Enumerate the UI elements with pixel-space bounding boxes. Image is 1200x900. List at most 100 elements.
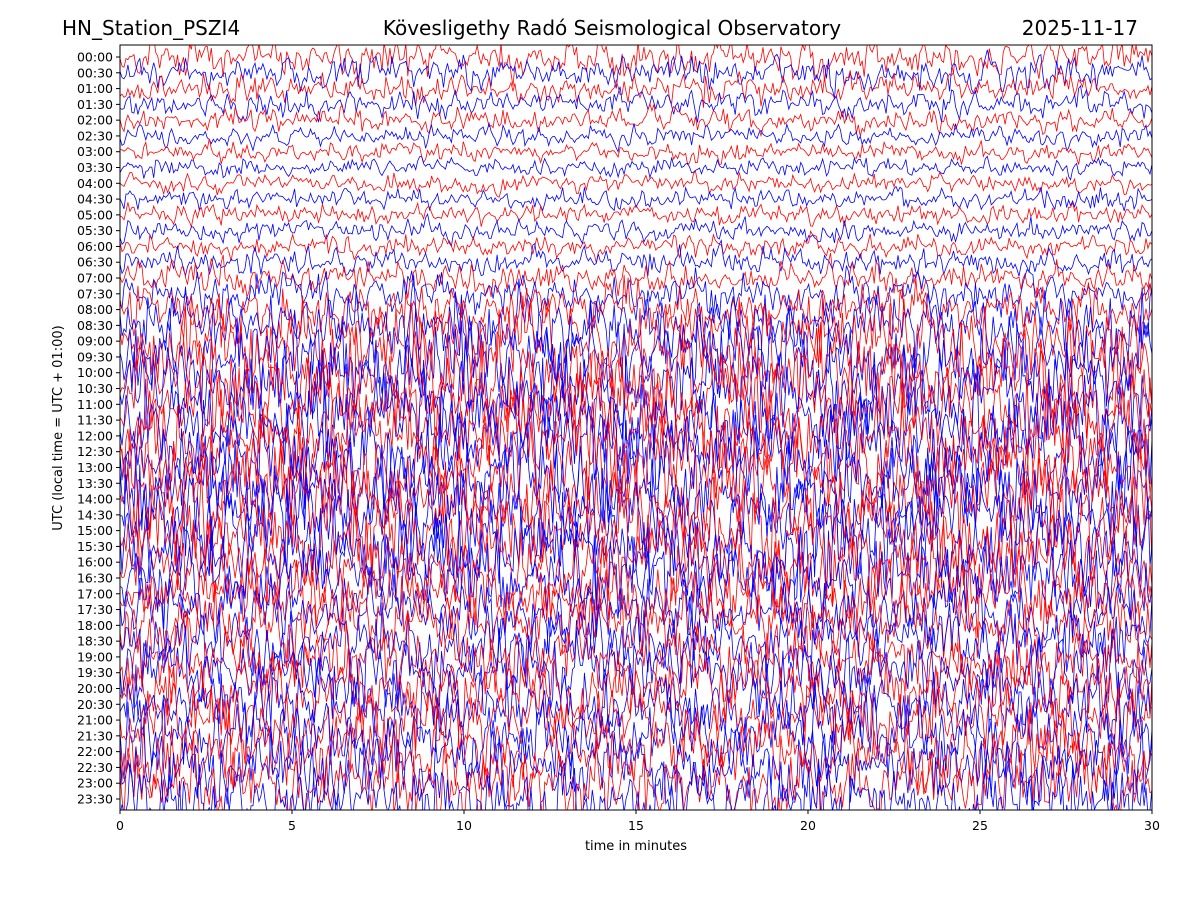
- x-tick-label: 10: [456, 818, 472, 833]
- trace-line: [120, 454, 1152, 589]
- y-tick-label: 13:30: [77, 476, 113, 491]
- x-tick-label: 15: [628, 818, 644, 833]
- y-tick-label: 19:30: [77, 665, 113, 680]
- y-tick-label: 20:30: [77, 697, 113, 712]
- trace-line: [120, 102, 1152, 138]
- y-tick-label: 22:30: [77, 760, 113, 775]
- y-tick-label: 19:00: [77, 649, 113, 664]
- y-tick-label: 15:30: [77, 539, 113, 554]
- y-tick-label: 14:30: [77, 507, 113, 522]
- y-axis-label: UTC (local time = UTC + 01:00): [51, 325, 66, 530]
- y-axis: 00:0000:3001:0001:3002:0002:3003:0003:30…: [77, 50, 120, 807]
- y-tick-label: 01:30: [77, 97, 113, 112]
- trace-line: [120, 155, 1152, 181]
- trace-line: [120, 340, 1152, 466]
- y-tick-label: 11:30: [77, 413, 113, 428]
- trace-line: [120, 201, 1152, 229]
- y-tick-label: 08:00: [77, 302, 113, 317]
- y-tick-label: 23:00: [77, 776, 113, 791]
- trace-line: [120, 682, 1152, 787]
- y-tick-label: 17:30: [77, 602, 113, 617]
- y-tick-label: 04:30: [77, 192, 113, 207]
- trace-line: [120, 239, 1152, 277]
- trace-line: [120, 138, 1152, 166]
- trace-line: [120, 67, 1152, 108]
- y-tick-label: 09:30: [77, 349, 113, 364]
- x-tick-label: 0: [116, 818, 124, 833]
- y-tick-label: 07:00: [77, 271, 113, 286]
- y-tick-label: 14:00: [77, 492, 113, 507]
- trace-line: [120, 230, 1152, 263]
- trace-line: [120, 377, 1152, 498]
- trace-line: [120, 698, 1152, 807]
- y-tick-label: 08:30: [77, 318, 113, 333]
- y-tick-label: 12:30: [77, 444, 113, 459]
- trace-line: [120, 657, 1152, 757]
- y-tick-label: 21:30: [77, 728, 113, 743]
- y-tick-label: 03:30: [77, 160, 113, 175]
- y-tick-label: 20:00: [77, 681, 113, 696]
- y-tick-label: 06:30: [77, 255, 113, 270]
- y-tick-label: 00:30: [77, 65, 113, 80]
- trace-line: [120, 49, 1152, 100]
- y-tick-label: 02:00: [77, 113, 113, 128]
- x-tick-label: 5: [288, 818, 296, 833]
- y-tick-label: 21:00: [77, 713, 113, 728]
- y-tick-label: 13:00: [77, 460, 113, 475]
- trace-line: [120, 84, 1152, 123]
- trace-line: [120, 622, 1152, 720]
- trace-line: [120, 300, 1152, 415]
- x-axis-label: time in minutes: [585, 839, 687, 854]
- y-tick-label: 10:30: [77, 381, 113, 396]
- trace-line: [120, 609, 1152, 709]
- x-tick-label: 20: [800, 818, 816, 833]
- trace-line: [120, 590, 1152, 694]
- y-tick-label: 16:30: [77, 570, 113, 585]
- y-tick-label: 23:30: [77, 792, 113, 807]
- trace-line: [120, 212, 1152, 248]
- y-tick-label: 07:30: [77, 286, 113, 301]
- trace-line: [120, 305, 1152, 436]
- trace-line: [120, 747, 1152, 810]
- y-tick-label: 06:00: [77, 239, 113, 254]
- y-tick-label: 18:30: [77, 634, 113, 649]
- y-tick-label: 12:00: [77, 428, 113, 443]
- y-tick-label: 05:30: [77, 223, 113, 238]
- y-tick-label: 10:00: [77, 365, 113, 380]
- x-tick-label: 30: [1144, 818, 1160, 833]
- date-label: 2025-11-17: [1022, 16, 1138, 40]
- trace-line: [120, 429, 1152, 563]
- trace-line: [120, 671, 1152, 776]
- trace-group: [120, 45, 1152, 810]
- trace-line: [120, 265, 1152, 326]
- y-tick-label: 22:00: [77, 744, 113, 759]
- y-tick-label: 09:00: [77, 334, 113, 349]
- trace-line: [120, 274, 1152, 349]
- x-tick-label: 25: [972, 818, 988, 833]
- y-tick-label: 01:00: [77, 81, 113, 96]
- trace-line: [120, 170, 1152, 198]
- y-tick-label: 16:00: [77, 555, 113, 570]
- y-tick-label: 11:00: [77, 397, 113, 412]
- trace-line: [120, 731, 1152, 810]
- y-tick-label: 04:00: [77, 176, 113, 191]
- trace-line: [120, 543, 1152, 638]
- trace-line: [120, 185, 1152, 212]
- chart-title: Kövesligethy Radó Seismological Observat…: [383, 16, 841, 40]
- trace-line: [120, 575, 1152, 669]
- trace-line: [120, 506, 1152, 621]
- station-label: HN_Station_PSZI4: [62, 16, 240, 40]
- trace-line: [120, 121, 1152, 153]
- y-tick-label: 15:00: [77, 523, 113, 538]
- x-axis: 0 5 10 15 20 25 30: [116, 810, 1160, 833]
- y-tick-label: 05:00: [77, 207, 113, 222]
- y-tick-label: 17:00: [77, 586, 113, 601]
- y-tick-label: 00:00: [77, 50, 113, 65]
- y-tick-label: 03:00: [77, 144, 113, 159]
- trace-line: [120, 718, 1152, 810]
- trace-line: [120, 253, 1152, 299]
- y-tick-label: 02:30: [77, 128, 113, 143]
- trace-line: [120, 567, 1152, 656]
- y-tick-label: 18:00: [77, 618, 113, 633]
